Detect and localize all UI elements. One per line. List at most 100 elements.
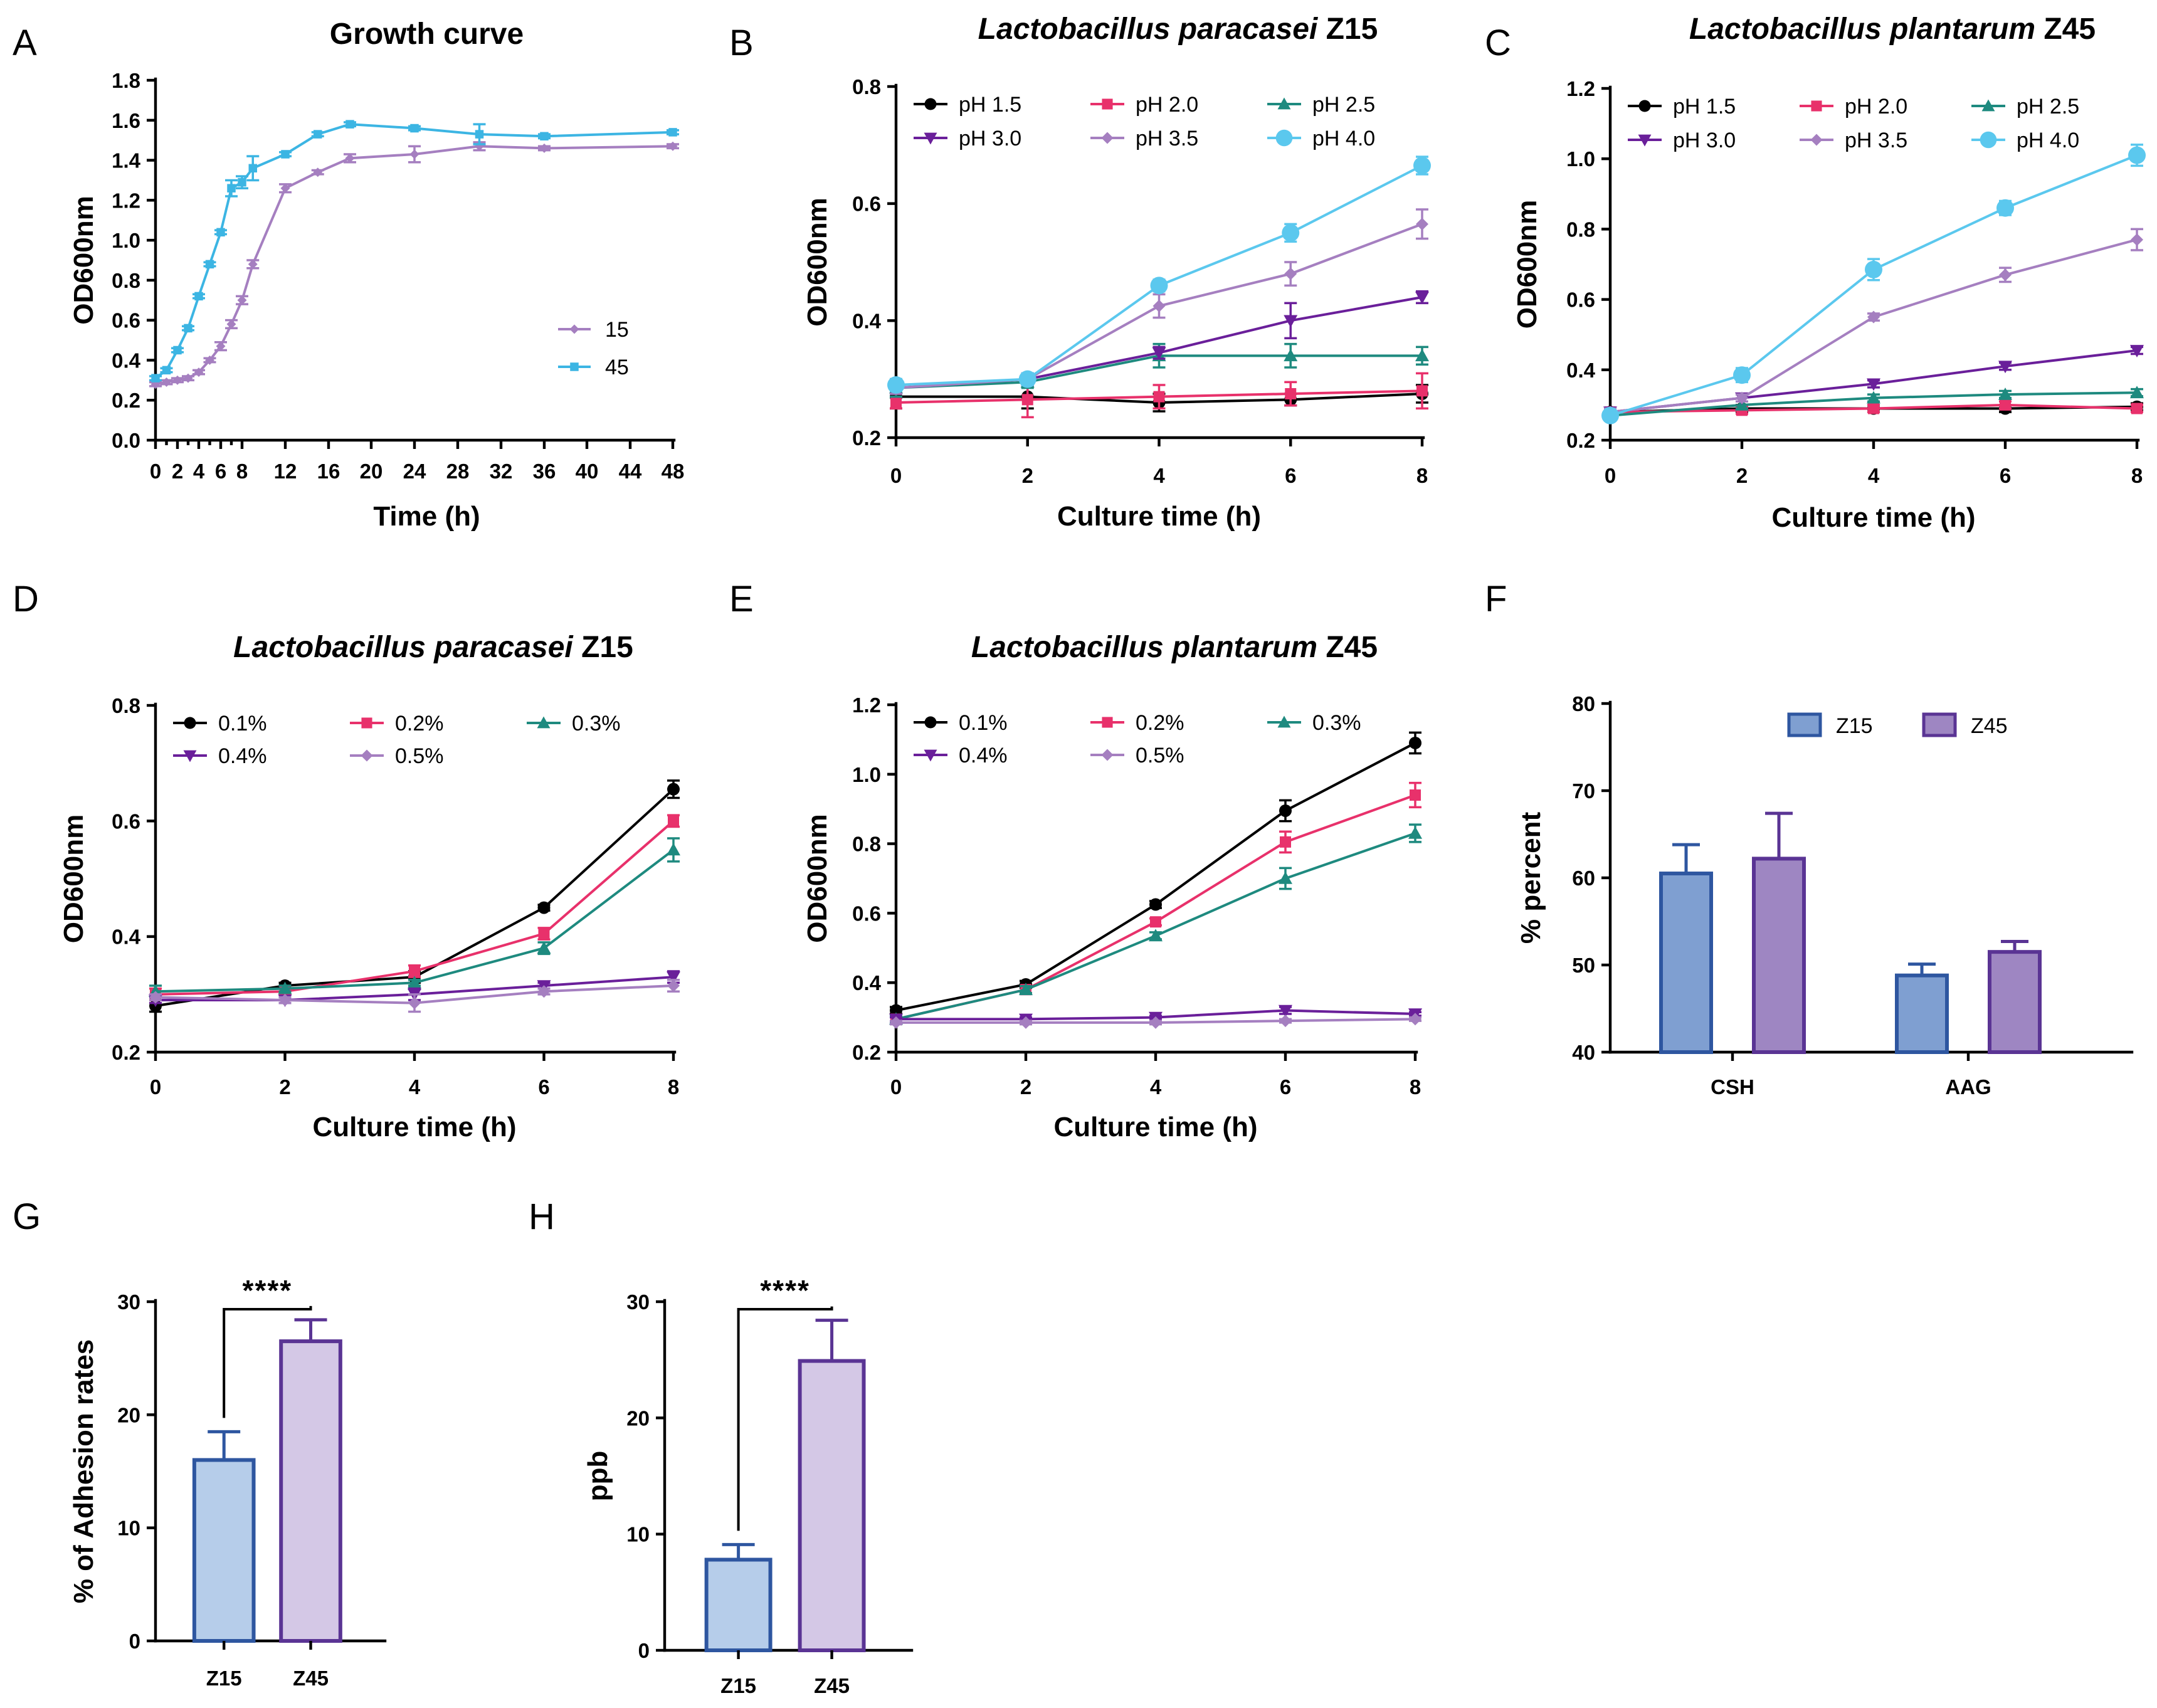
- panel-e-data-point: [1279, 804, 1292, 817]
- panel-e-x-title: Culture time (h): [1053, 1112, 1257, 1142]
- panel-f-legend-swatch: [1922, 712, 1957, 737]
- panel-d-data-point: [537, 985, 551, 998]
- panel-c-legend-label: pH 2.5: [2017, 95, 2079, 119]
- panel-b-data-point: [1416, 385, 1428, 397]
- panel-b-data-point: [1413, 157, 1431, 174]
- panel-d-data-point: [537, 941, 551, 954]
- panel-d-x-title: Culture time (h): [312, 1112, 516, 1142]
- panel-a-data-point: [227, 184, 236, 192]
- panel-b-y-tick-label: 0.8: [852, 75, 881, 98]
- panel-b-data-point: [1284, 349, 1298, 362]
- panel-a-y-tick-label: 0.6: [112, 309, 140, 332]
- panel-e-legend-label: 0.2%: [1136, 711, 1184, 735]
- panel-c-data-point: [2128, 146, 2146, 164]
- panel-e-y-tick-label: 0.8: [852, 833, 881, 856]
- panel-f-legend-label: Z45: [1971, 714, 2008, 738]
- panel-c-data-point: [1867, 310, 1880, 324]
- panel-d-legend-label: 0.3%: [572, 712, 621, 735]
- panel-h-y-tick-label: 10: [626, 1523, 650, 1546]
- panel-d-y-tick-label: 0.4: [112, 925, 141, 949]
- panel-a-data-point: [216, 341, 226, 351]
- panel-d-legend-label: 0.4%: [218, 744, 267, 768]
- panel-c-data-point: [1865, 260, 1882, 278]
- panel-a-data-point: [194, 292, 203, 301]
- panel-f-y-title: % percent: [1516, 812, 1546, 944]
- panel-d-x-tick-label: 2: [279, 1075, 290, 1099]
- panel-b-data-point: [1018, 370, 1036, 388]
- panel-c-data-point: [1998, 361, 2012, 374]
- panel-a-data-point: [668, 141, 678, 151]
- panel-b-data-point: [1152, 347, 1166, 360]
- panel-h-y-tick-label: 0: [638, 1639, 650, 1662]
- panel-c-data-point: [1601, 406, 1619, 424]
- panel-d-data-point: [278, 994, 292, 1007]
- panel-g-significance-bracket: [223, 1305, 312, 1418]
- panel-e-legend-marker: [1101, 749, 1114, 761]
- panel-h-significance-bracket: [737, 1306, 833, 1531]
- panel-a-data-point: [172, 375, 182, 385]
- panel-b-x-tick-label: 4: [1153, 464, 1165, 487]
- panel-h-y-tick-label: 20: [626, 1406, 650, 1430]
- panel-a-data-point: [409, 149, 419, 159]
- panel-e-data-point: [1150, 916, 1161, 928]
- panel-b-legend-label: pH 3.0: [959, 127, 1021, 150]
- panel-g-significance-label: ****: [243, 1274, 293, 1307]
- panel-e-data-point: [1020, 1016, 1032, 1029]
- panel-g-letter: G: [13, 1196, 41, 1237]
- panel-c-data-point: [2131, 403, 2143, 414]
- panel-b-legend-label: pH 4.0: [1312, 127, 1375, 150]
- panel-f-letter: F: [1485, 579, 1507, 619]
- panel-e-legend-marker: [924, 749, 937, 762]
- panel-d-legend-label: 0.1%: [218, 712, 267, 735]
- panel-b-data-point: [1152, 300, 1166, 312]
- panel-d-x-tick-label: 0: [150, 1075, 161, 1099]
- panel-b-legend-label: pH 1.5: [959, 93, 1021, 117]
- panel-c-x-tick-label: 0: [1605, 464, 1616, 487]
- panel-f-x-tick-label: CSH: [1711, 1075, 1754, 1099]
- panel-d-legend-marker: [361, 717, 372, 729]
- panel-a-data-point: [410, 124, 419, 133]
- panel-a-data-point: [226, 319, 236, 329]
- panel-a-data-point: [237, 295, 247, 305]
- panel-b-data-point: [1284, 315, 1298, 328]
- panel-a-x-tick-label: 40: [576, 460, 599, 483]
- panel-f-legend-swatch: [1787, 712, 1822, 737]
- panel-e-data-point: [1279, 1004, 1292, 1018]
- panel-e-y-tick-label: 0.6: [852, 902, 881, 925]
- panel-h-letter: H: [529, 1196, 555, 1237]
- panel-c-data-point: [1996, 199, 2014, 217]
- panel-a-x-tick-label: 48: [662, 460, 685, 483]
- panel-b-y-title: OD600nm: [802, 198, 833, 326]
- panel-a-data-point: [313, 167, 323, 177]
- panel-a-x-tick-label: 32: [490, 460, 513, 483]
- panel-a-x-tick-label: 20: [360, 460, 383, 483]
- panel-b-legend-marker: [1101, 132, 1114, 144]
- panel-b-x-title: Culture time (h): [1057, 501, 1261, 532]
- panel-a-data-point: [173, 345, 182, 355]
- panel-f-bar: [1988, 950, 2042, 1055]
- panel-c-y-tick-label: 0.4: [1566, 359, 1596, 382]
- panel-a-y-tick-label: 1.2: [112, 189, 140, 212]
- panel-a-y-tick-label: 1.6: [112, 109, 140, 132]
- panel-a-legend-label: 15: [605, 318, 629, 342]
- panel-f-y-tick-label: 80: [1572, 692, 1595, 715]
- panel-a-data-point: [248, 259, 258, 269]
- panel-d-data-point: [408, 996, 421, 1010]
- panel-g-x-tick-label: Z45: [293, 1667, 329, 1690]
- panel-e-legend-label: 0.1%: [959, 711, 1008, 735]
- panel-a-data-point: [216, 228, 225, 237]
- panel-g-y-tick-label: 20: [117, 1403, 140, 1426]
- panel-d-legend-marker: [537, 716, 551, 729]
- panel-e-data-point: [1410, 789, 1421, 801]
- panel-c-legend-marker: [1638, 100, 1651, 112]
- panel-c-data-point: [1736, 391, 1748, 404]
- panel-c-data-point: [2131, 233, 2143, 246]
- panel-a-x-tick-label: 28: [446, 460, 470, 483]
- panel-a-legend-marker: [569, 324, 579, 334]
- panel-f-y-tick-label: 70: [1572, 779, 1595, 803]
- panel-e-data-point: [890, 1016, 902, 1029]
- panel-h-y-tick-label: 30: [626, 1290, 650, 1314]
- panel-e-data-point: [1409, 1013, 1421, 1026]
- panel-b-legend-label: pH 2.5: [1312, 93, 1375, 117]
- panel-f-y-tick-label: 40: [1572, 1041, 1595, 1064]
